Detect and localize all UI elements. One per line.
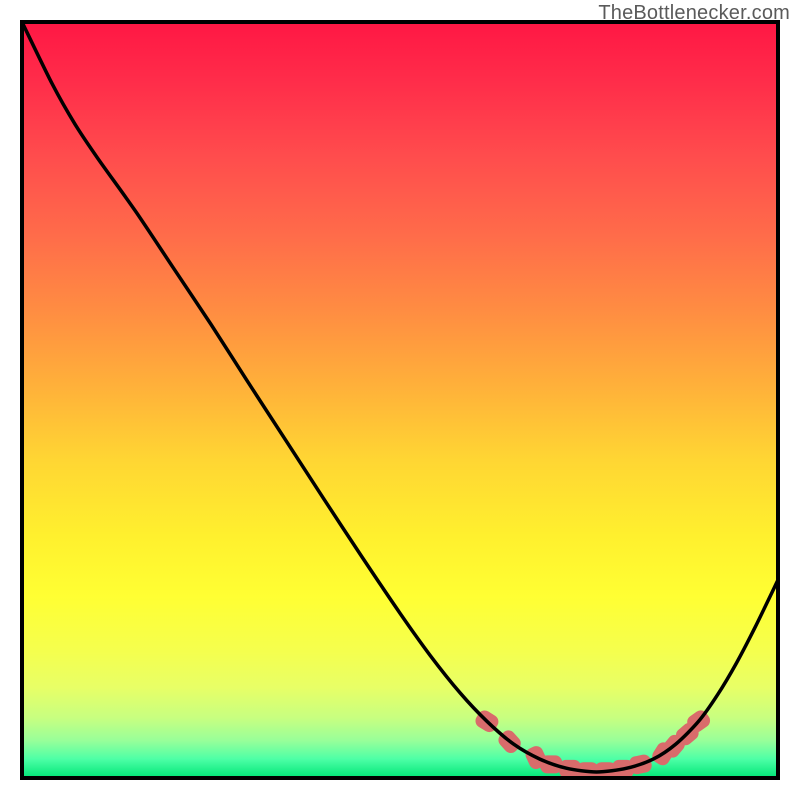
bottleneck-chart: TheBottlenecker.com — [0, 0, 800, 800]
gradient-background — [22, 22, 778, 778]
watermark-text: TheBottlenecker.com — [598, 2, 790, 25]
chart-svg — [0, 0, 800, 800]
